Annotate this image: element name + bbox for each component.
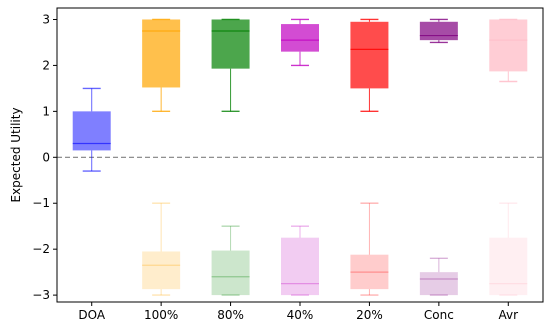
x-tick-label: 20% [356,308,383,322]
box-positive-0 [72,87,111,172]
plot-area [56,7,544,303]
x-tick-label: 80% [217,308,244,322]
x-tick-label: 40% [287,308,314,322]
y-axis: 3 2 1 0 −1 −2 −3 [32,12,57,302]
box-body [211,19,250,69]
x-tick-label: Conc [424,308,454,322]
box-body [142,19,181,88]
y-tick-label: 1 [42,104,50,118]
box-positive-1 [142,18,181,113]
box-positive-2 [211,18,250,113]
boxes-layer [72,18,528,296]
box-body [489,19,528,72]
box-positive-3 [281,18,319,67]
box-body [350,254,389,290]
x-tick-label: DOA [78,308,105,322]
box-body [419,21,458,41]
box-body [281,237,319,296]
box-negative-6 [489,202,528,296]
box-positive-5 [419,18,458,44]
box-negative-4 [350,202,389,296]
y-tick-label: 3 [42,12,50,26]
box-positive-4 [350,18,389,113]
y-axis-label: Expected Utility [9,107,23,202]
box-body [72,111,111,151]
x-tick-label: Avr [499,308,519,322]
y-tick-label: 0 [42,150,50,164]
x-tick-label: 100% [144,308,178,322]
y-tick-label: −2 [32,242,50,256]
box-negative-1 [142,202,181,296]
x-axis: DOA 100% 80% 40% 20% Conc Avr [78,302,518,322]
box-negative-2 [211,225,250,296]
box-body [142,251,181,290]
box-body [419,272,458,296]
box-body [281,24,319,52]
box-body [211,250,250,296]
y-tick-label: −1 [32,196,50,210]
y-tick-label: 2 [42,58,50,72]
box-body [489,237,528,296]
box-positive-6 [489,18,528,83]
box-body [350,21,389,89]
box-negative-3 [281,225,319,296]
box-negative-5 [419,257,458,296]
y-tick-label: −3 [32,288,50,302]
